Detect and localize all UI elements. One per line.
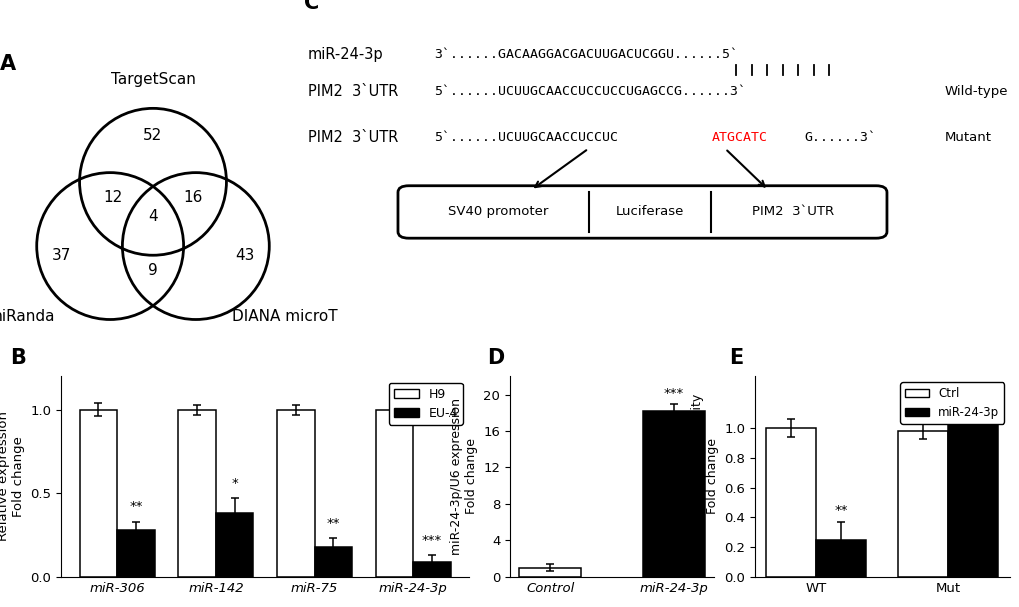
Bar xyxy=(815,540,866,577)
Text: A: A xyxy=(0,54,16,74)
Text: C: C xyxy=(305,0,319,13)
Text: PIM2  3`UTR: PIM2 3`UTR xyxy=(308,130,398,145)
Text: TargetScan: TargetScan xyxy=(110,72,196,87)
Bar xyxy=(178,410,216,577)
Text: 43: 43 xyxy=(235,248,254,263)
Text: Luciferase: Luciferase xyxy=(614,205,683,219)
Text: **: ** xyxy=(326,517,339,530)
Text: G......3`: G......3` xyxy=(804,131,875,144)
Y-axis label: Relative expression
Fold change: Relative expression Fold change xyxy=(0,412,24,541)
Y-axis label: Relative luciferase activity
Fold change: Relative luciferase activity Fold change xyxy=(690,393,717,560)
Bar xyxy=(314,546,352,577)
Legend: Ctrl, miR-24-3p: Ctrl, miR-24-3p xyxy=(900,382,1003,424)
Bar xyxy=(413,561,450,577)
Bar xyxy=(216,513,253,577)
Bar xyxy=(897,431,948,577)
Text: DIANA microT: DIANA microT xyxy=(231,309,337,324)
Text: Mutant: Mutant xyxy=(944,131,990,144)
Text: Wild-type: Wild-type xyxy=(944,85,1007,98)
Text: E: E xyxy=(729,348,743,368)
Bar xyxy=(765,429,815,577)
FancyBboxPatch shape xyxy=(397,186,887,238)
Text: 9: 9 xyxy=(148,263,158,278)
Text: 5`......UCUUGCAACCUCCUCCUGAGCCG......3`: 5`......UCUUGCAACCUCCUCCUGAGCCG......3` xyxy=(433,85,745,98)
Text: **: ** xyxy=(834,504,848,517)
Text: PIM2  3`UTR: PIM2 3`UTR xyxy=(752,205,834,219)
Text: 5`......UCUUGCAACCUCCUC: 5`......UCUUGCAACCUCCUC xyxy=(433,131,618,144)
Text: PIM2  3`UTR: PIM2 3`UTR xyxy=(308,84,398,100)
Text: ***: *** xyxy=(422,534,441,546)
Bar xyxy=(117,530,155,577)
Text: 52: 52 xyxy=(144,129,162,143)
Bar xyxy=(948,426,998,577)
Text: B: B xyxy=(10,348,26,368)
Bar xyxy=(519,568,581,577)
Text: miR-24-3p: miR-24-3p xyxy=(308,47,383,62)
Bar xyxy=(375,410,413,577)
Bar xyxy=(277,410,314,577)
Text: 3`......GACAAGGACGACUUGACUCGGU......5`: 3`......GACAAGGACGACUUGACUCGGU......5` xyxy=(433,48,737,61)
Text: ATGCATC: ATGCATC xyxy=(711,131,767,144)
Text: ***: *** xyxy=(663,387,684,399)
Text: SV40 promoter: SV40 promoter xyxy=(448,205,548,219)
Bar xyxy=(79,410,117,577)
Text: D: D xyxy=(487,348,504,368)
Y-axis label: miR-24-3p/U6 expression
Fold change: miR-24-3p/U6 expression Fold change xyxy=(449,398,477,555)
Text: 37: 37 xyxy=(52,248,70,263)
Text: 4: 4 xyxy=(148,209,158,225)
Text: 12: 12 xyxy=(104,189,122,205)
Text: **: ** xyxy=(129,500,143,513)
Text: 16: 16 xyxy=(183,189,202,205)
Bar xyxy=(642,411,704,577)
Text: miRanda: miRanda xyxy=(0,309,55,324)
Text: *: * xyxy=(231,477,237,490)
Legend: H9, EU-4: H9, EU-4 xyxy=(388,382,463,425)
